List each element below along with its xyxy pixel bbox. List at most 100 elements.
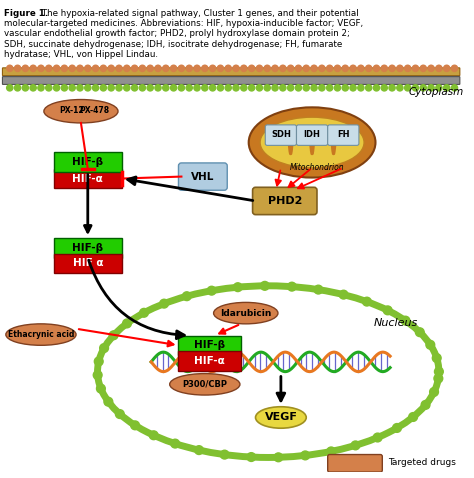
Ellipse shape xyxy=(6,324,76,345)
Circle shape xyxy=(351,441,360,450)
Text: PX-12: PX-12 xyxy=(59,106,83,115)
Circle shape xyxy=(194,65,200,71)
Circle shape xyxy=(85,85,91,91)
Circle shape xyxy=(409,413,418,422)
Circle shape xyxy=(210,65,216,71)
Circle shape xyxy=(301,451,310,460)
Circle shape xyxy=(264,65,270,71)
Circle shape xyxy=(30,65,36,71)
Ellipse shape xyxy=(249,108,375,177)
Circle shape xyxy=(108,85,114,91)
Circle shape xyxy=(260,282,269,290)
Circle shape xyxy=(202,85,208,91)
Circle shape xyxy=(194,85,200,91)
Circle shape xyxy=(233,85,239,91)
Circle shape xyxy=(124,65,130,71)
Circle shape xyxy=(131,421,139,430)
Circle shape xyxy=(217,85,224,91)
Circle shape xyxy=(288,65,294,71)
Text: PHD2: PHD2 xyxy=(268,196,302,206)
Circle shape xyxy=(241,65,247,71)
Circle shape xyxy=(350,85,356,91)
Text: VHL: VHL xyxy=(191,172,215,182)
Circle shape xyxy=(426,340,435,349)
FancyBboxPatch shape xyxy=(179,351,241,370)
Text: HIF-α: HIF-α xyxy=(194,356,225,366)
Circle shape xyxy=(248,85,255,91)
Text: vascular endothelial growth factor; PHD2, prolyl hydroxylase domain protein 2;: vascular endothelial growth factor; PHD2… xyxy=(4,29,350,38)
Circle shape xyxy=(92,85,99,91)
Circle shape xyxy=(22,85,28,91)
Circle shape xyxy=(365,65,372,71)
Circle shape xyxy=(397,65,403,71)
Circle shape xyxy=(22,65,28,71)
FancyBboxPatch shape xyxy=(54,254,122,273)
FancyBboxPatch shape xyxy=(328,125,359,145)
Text: molecular-targeted medicines. Abbreviations: HIF, hypoxia-inducible factor; VEGF: molecular-targeted medicines. Abbreviati… xyxy=(4,19,363,28)
Circle shape xyxy=(46,65,52,71)
Circle shape xyxy=(247,453,255,461)
Circle shape xyxy=(94,357,103,366)
Circle shape xyxy=(397,85,403,91)
Circle shape xyxy=(248,65,255,71)
Circle shape xyxy=(195,445,203,455)
Circle shape xyxy=(421,401,430,409)
Circle shape xyxy=(444,65,450,71)
Circle shape xyxy=(124,85,130,91)
FancyBboxPatch shape xyxy=(54,238,122,258)
Circle shape xyxy=(163,65,169,71)
Circle shape xyxy=(100,344,109,352)
Circle shape xyxy=(256,85,263,91)
Circle shape xyxy=(327,85,333,91)
Circle shape xyxy=(429,388,438,396)
Text: HIF-β: HIF-β xyxy=(72,243,103,253)
Circle shape xyxy=(85,65,91,71)
Circle shape xyxy=(46,85,52,91)
Circle shape xyxy=(350,65,356,71)
Circle shape xyxy=(147,65,153,71)
Circle shape xyxy=(274,453,283,462)
Text: The hypoxia-related signal pathway, Cluster 1 genes, and their potential: The hypoxia-related signal pathway, Clus… xyxy=(39,9,359,18)
FancyBboxPatch shape xyxy=(2,68,460,76)
Circle shape xyxy=(171,65,177,71)
Circle shape xyxy=(14,65,21,71)
Text: SDH, succinate dehydrogenase; IDH, isocitrate dehydrogenase; FH, fumarate: SDH, succinate dehydrogenase; IDH, isoci… xyxy=(4,40,342,49)
Circle shape xyxy=(131,65,138,71)
Circle shape xyxy=(92,65,99,71)
Circle shape xyxy=(220,450,229,459)
FancyBboxPatch shape xyxy=(54,169,122,188)
Circle shape xyxy=(404,85,411,91)
Text: Targeted drugs: Targeted drugs xyxy=(388,458,456,467)
Circle shape xyxy=(342,65,348,71)
Circle shape xyxy=(116,410,124,418)
Circle shape xyxy=(381,85,387,91)
FancyBboxPatch shape xyxy=(253,187,317,215)
Ellipse shape xyxy=(214,303,278,324)
Circle shape xyxy=(171,439,180,448)
Circle shape xyxy=(207,286,216,295)
Text: Figure 1.: Figure 1. xyxy=(4,9,48,18)
Circle shape xyxy=(436,65,442,71)
FancyBboxPatch shape xyxy=(296,125,328,145)
Circle shape xyxy=(374,65,380,71)
Circle shape xyxy=(432,354,441,362)
Circle shape xyxy=(428,65,434,71)
Text: HIF-α: HIF-α xyxy=(73,174,103,184)
Circle shape xyxy=(358,65,364,71)
Circle shape xyxy=(54,85,60,91)
Circle shape xyxy=(178,85,184,91)
Text: FH: FH xyxy=(337,130,349,139)
Circle shape xyxy=(178,65,184,71)
Circle shape xyxy=(131,85,138,91)
Circle shape xyxy=(69,85,75,91)
Circle shape xyxy=(182,292,191,301)
Circle shape xyxy=(7,65,13,71)
Circle shape xyxy=(420,85,427,91)
Circle shape xyxy=(303,65,310,71)
Circle shape xyxy=(155,65,161,71)
Circle shape xyxy=(61,85,67,91)
Circle shape xyxy=(381,65,387,71)
Circle shape xyxy=(14,85,21,91)
FancyBboxPatch shape xyxy=(328,455,383,472)
Circle shape xyxy=(147,85,153,91)
